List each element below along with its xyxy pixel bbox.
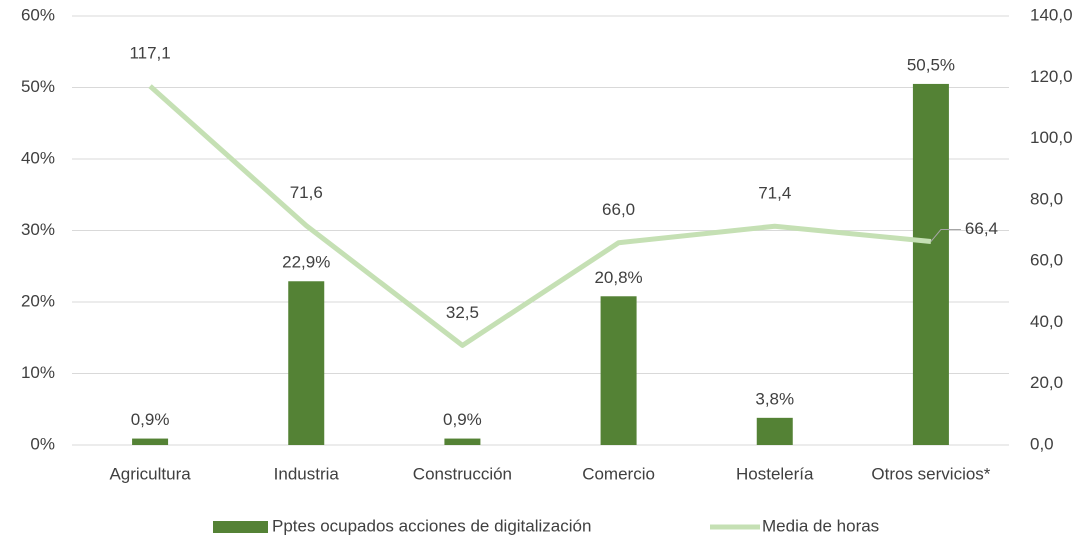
x-tick-label: Industria	[274, 464, 340, 483]
y2-tick-label: 60,0	[1030, 251, 1063, 270]
y-tick-label: 10%	[21, 363, 55, 382]
x-tick-label: Hostelería	[736, 464, 814, 483]
y-tick-label: 30%	[21, 220, 55, 239]
y-tick-label: 50%	[21, 77, 55, 96]
data-label: 0,9%	[131, 410, 170, 429]
bar	[912, 83, 949, 446]
data-label: 50,5%	[907, 55, 955, 74]
bar	[756, 417, 793, 445]
x-tick-label: Otros servicios*	[871, 464, 990, 483]
legend-swatch	[213, 521, 268, 533]
data-label: 66,0	[602, 200, 635, 219]
data-label: 20,8%	[594, 268, 642, 287]
y2-tick-label: 40,0	[1030, 312, 1063, 331]
y2-tick-label: 20,0	[1030, 373, 1063, 392]
data-label: 66,4	[965, 219, 998, 238]
x-tick-label: Agricultura	[109, 464, 191, 483]
legend-label: Pptes ocupados acciones de digitalizació…	[272, 516, 591, 535]
y-tick-label: 0%	[30, 434, 55, 453]
data-label: 22,9%	[282, 253, 330, 272]
bar	[132, 438, 169, 445]
data-label: 0,9%	[443, 410, 482, 429]
data-label: 117,1	[129, 44, 170, 63]
bar	[444, 438, 481, 445]
x-tick-label: Comercio	[582, 464, 655, 483]
data-label: 32,5	[446, 303, 479, 322]
bar	[600, 296, 637, 445]
y2-tick-label: 140,0	[1030, 5, 1073, 24]
x-tick-label: Construcción	[413, 464, 512, 483]
legend-label: Media de horas	[762, 516, 879, 535]
bar	[288, 281, 325, 445]
y2-tick-label: 120,0	[1030, 67, 1073, 86]
y-tick-label: 40%	[21, 148, 55, 167]
data-label: 71,4	[758, 184, 791, 203]
y2-tick-label: 0,0	[1030, 434, 1054, 453]
line	[148, 84, 932, 348]
y2-tick-label: 100,0	[1030, 128, 1073, 147]
data-label: 3,8%	[755, 389, 794, 408]
y-tick-label: 60%	[21, 5, 55, 24]
data-label: 71,6	[290, 183, 323, 202]
y2-tick-label: 80,0	[1030, 189, 1063, 208]
y-tick-label: 20%	[21, 291, 55, 310]
leader-line	[930, 229, 961, 242]
